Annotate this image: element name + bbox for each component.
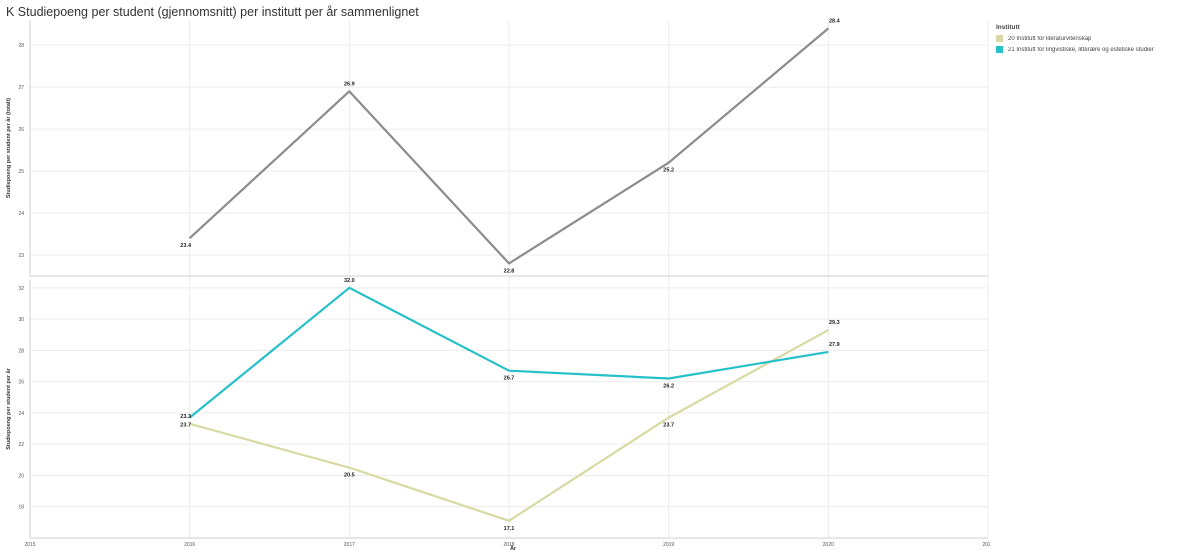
data-label: 23.7 (663, 423, 674, 429)
line-chart: 23 24 25 26 27 28 Studiepoeng per student per … (5, 18, 990, 550)
data-label: 22.8 (504, 268, 515, 274)
data-label: 17.1 (504, 526, 515, 532)
legend-label: 21 Institutt for lingvistiske, litterære… (1008, 46, 1154, 53)
y-axis-title: Studiepoeng per student per år (totalt) (5, 98, 12, 198)
y-tick-label: 23 (18, 253, 24, 259)
y-tick-label: 26 (18, 127, 24, 133)
legend: Institutt 20 Institutt for literaturvite… (996, 24, 1192, 57)
legend-item[interactable]: 20 Institutt for literaturvitenskap (996, 35, 1192, 42)
y-tick-label: 28 (18, 43, 24, 49)
data-label: 28.4 (829, 18, 841, 24)
data-label: 26.2 (663, 384, 674, 390)
y-tick-label: 20 (18, 473, 24, 479)
x-tick-label: 2018 (503, 542, 514, 548)
series-line (188, 286, 829, 419)
data-label: 32.0 (344, 278, 355, 284)
x-tick-label: 2021 (982, 542, 990, 548)
y-tick-label: 24 (18, 411, 24, 417)
y-tick-label: 26 (18, 380, 24, 386)
y-tick-label: 24 (18, 211, 24, 217)
y-tick-label: 32 (18, 286, 24, 292)
y-tick-label: 30 (18, 317, 24, 323)
y-tick-label: 25 (18, 169, 24, 175)
x-tick-label: 2020 (823, 542, 834, 548)
series-line (189, 329, 829, 522)
y-tick-label: 28 (18, 348, 24, 354)
data-label: 26.7 (504, 376, 515, 382)
legend-title: Institutt (996, 24, 1020, 31)
legend-swatch (996, 46, 1003, 53)
data-label: 25.2 (663, 168, 674, 174)
data-label: 29.3 (829, 320, 840, 326)
x-tick-label: 2017 (344, 542, 355, 548)
x-tick-label: 2015 (24, 542, 35, 548)
y-axis-title: Studiepoeng per student per år (5, 367, 12, 449)
x-tick-label: 2019 (663, 542, 674, 548)
chart-title: K Studiepoeng per student (gjennomsnitt)… (6, 5, 419, 19)
y-tick-label: 18 (18, 505, 24, 511)
data-label: 23.4 (180, 243, 192, 249)
data-label: 23.7 (180, 423, 191, 429)
series-line (188, 27, 830, 265)
legend-item[interactable]: 21 Institutt for lingvistiske, litterære… (996, 46, 1192, 53)
data-label: 23.3 (180, 414, 191, 420)
data-label: 27.9 (829, 342, 840, 348)
y-tick-label: 27 (18, 85, 24, 91)
y-tick-label: 22 (18, 442, 24, 448)
data-label: 20.5 (344, 473, 355, 479)
data-label: 26.9 (344, 81, 355, 87)
x-tick-label: 2016 (184, 542, 195, 548)
legend-label: 20 Institutt for literaturvitenskap (1008, 35, 1092, 42)
legend-swatch (996, 35, 1003, 42)
x-axis-title: År (510, 545, 517, 550)
